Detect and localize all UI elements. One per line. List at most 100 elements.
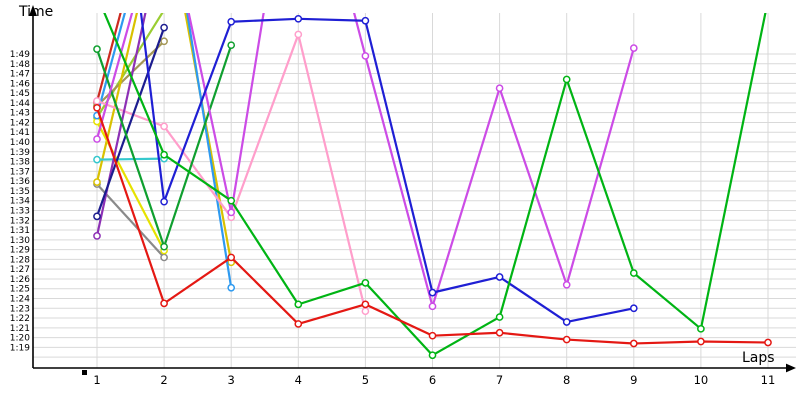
series-red-marker-lap-5 <box>361 300 370 309</box>
series-seagreen-marker-lap-1 <box>93 45 101 53</box>
series-red-marker-lap-1 <box>93 103 101 112</box>
x-tick-label: 3 <box>228 373 235 387</box>
series-green-marker-lap-2 <box>160 150 168 159</box>
series-gold-line <box>95 13 233 263</box>
series-green-marker-lap-6 <box>428 351 437 360</box>
series-navy-line <box>95 27 166 217</box>
x-tick-label: 6 <box>429 373 436 387</box>
y-tick-label: 1:24 <box>10 295 30 305</box>
y-tick-label: 1:34 <box>10 197 30 207</box>
series-blue-marker-lap-7 <box>495 273 504 281</box>
axes <box>29 5 796 375</box>
series-red-marker-lap-11 <box>764 338 772 347</box>
series-orchid-marker-lap-3 <box>227 208 236 217</box>
x-tick-label: 5 <box>362 373 369 387</box>
series-blue-marker-lap-3 <box>227 17 236 26</box>
series-blue-marker-lap-9 <box>629 304 638 313</box>
series-pink-marker-lap-1 <box>93 97 101 105</box>
y-tick-label: 1:20 <box>10 334 30 344</box>
y-tick-label: 1:32 <box>10 216 30 226</box>
y-tick-label: 1:22 <box>10 314 30 324</box>
series-purple-marker-lap-1 <box>93 232 101 240</box>
series-green-marker-lap-9 <box>629 269 638 277</box>
y-tick-label: 1:43 <box>10 109 30 119</box>
series-navy-marker-lap-1 <box>93 212 101 221</box>
series-red-marker-lap-7 <box>495 328 504 337</box>
axis-labels: Time Laps 1:491:481:471:461:451:441:431:… <box>10 4 776 387</box>
y-tick-label: 1:19 <box>10 343 30 353</box>
series-green-marker-lap-8 <box>562 75 571 84</box>
x-tick-label: 9 <box>630 373 637 387</box>
series-red-marker-lap-10 <box>697 337 705 346</box>
series-orchid-marker-lap-1 <box>93 135 101 143</box>
y-tick-label: 1:45 <box>10 89 30 99</box>
y-axis-arrow-icon <box>29 5 37 16</box>
x-axis-arrow-icon <box>786 363 796 373</box>
y-tick-label: 1:36 <box>10 177 30 187</box>
y-tick-label: 1:46 <box>10 79 30 89</box>
y-tick-label: 1:31 <box>10 226 30 236</box>
y-tick-label: 1:28 <box>10 255 30 265</box>
x-tick-label: 1 <box>93 373 100 387</box>
x-tick-label: 7 <box>496 373 503 387</box>
series-navy-marker-lap-2 <box>160 23 168 32</box>
y-tick-label: 1:38 <box>10 158 30 168</box>
series-orchid-marker-lap-9 <box>629 44 638 52</box>
series-orchid-marker-lap-5 <box>361 52 370 60</box>
series-blue-marker-lap-4 <box>294 14 303 23</box>
y-tick-label: 1:23 <box>10 304 30 314</box>
x-tick-label: 11 <box>761 373 776 387</box>
y-tick-label: 1:40 <box>10 138 30 148</box>
series-gray-line <box>96 183 165 259</box>
y-tick-label: 1:44 <box>10 99 30 109</box>
y-tick-label: 1:21 <box>10 324 30 334</box>
series-pink-marker-lap-2 <box>160 122 168 131</box>
series-green-marker-lap-7 <box>495 313 504 321</box>
axis-origin-mark <box>82 370 87 375</box>
series-blue-marker-lap-2 <box>160 197 168 206</box>
series-red-marker-lap-8 <box>562 335 571 344</box>
series-gray-marker-lap-2 <box>160 253 168 262</box>
y-tick-label: 1:37 <box>10 167 30 177</box>
series-dodgerblue-marker-lap-3 <box>227 283 236 292</box>
y-tick-label: 1:35 <box>10 187 30 197</box>
series-seagreen-marker-lap-3 <box>227 41 236 50</box>
series-darkred-line <box>95 13 122 103</box>
data-series <box>93 13 772 360</box>
x-axis-title: Laps <box>742 350 775 366</box>
series-green-marker-lap-4 <box>294 300 303 309</box>
series-green-marker-lap-3 <box>227 196 236 205</box>
series-green-marker-lap-10 <box>697 324 705 333</box>
series-blue-marker-lap-6 <box>428 288 437 297</box>
series-orchid-marker-lap-6 <box>428 302 437 311</box>
series-blue-marker-lap-8 <box>562 318 571 326</box>
y-tick-label: 1:41 <box>10 128 30 138</box>
y-tick-label: 1:29 <box>10 246 30 256</box>
y-tick-label: 1:33 <box>10 206 30 216</box>
y-tick-label: 1:42 <box>10 118 30 128</box>
series-darkkhaki-marker-lap-2 <box>160 37 168 46</box>
series-red-marker-lap-3 <box>227 253 236 262</box>
series-orchid-marker-lap-7 <box>495 84 504 93</box>
series-seagreen-marker-lap-2 <box>160 242 168 251</box>
series-pink-marker-lap-4 <box>294 30 303 39</box>
series-red-marker-lap-4 <box>294 320 303 328</box>
y-tick-label: 1:39 <box>10 148 30 158</box>
y-tick-label: 1:49 <box>10 50 30 60</box>
series-cyan-marker-lap-1 <box>93 155 101 164</box>
y-tick-label: 1:47 <box>10 70 30 80</box>
y-tick-label: 1:25 <box>10 285 30 295</box>
y-tick-label: 1:27 <box>10 265 30 275</box>
series-dodgerblue-line <box>95 13 233 288</box>
series-blue-marker-lap-5 <box>361 16 370 25</box>
series-gold-marker-lap-1 <box>93 178 101 186</box>
series-red-marker-lap-2 <box>160 299 168 308</box>
y-tick-label: 1:26 <box>10 275 30 285</box>
y-axis-title: Time <box>18 4 53 20</box>
x-tick-label: 2 <box>160 373 167 387</box>
series-red-marker-lap-9 <box>629 339 638 348</box>
series-red-marker-lap-6 <box>428 331 437 340</box>
y-tick-label: 1:30 <box>10 236 30 246</box>
